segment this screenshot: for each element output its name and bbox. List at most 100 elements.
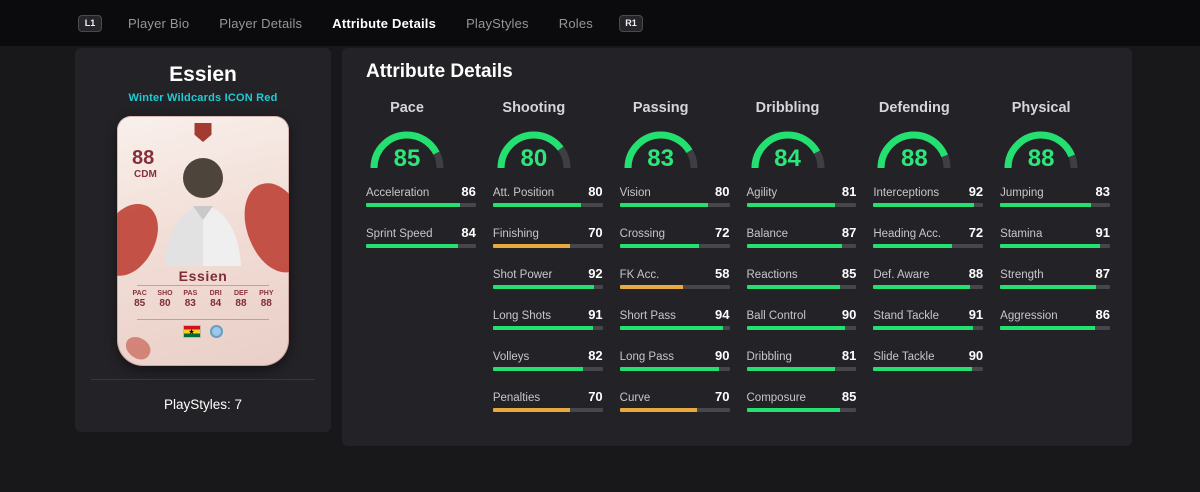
stat-value: 58 [715,266,730,281]
stat-value: 90 [715,348,730,363]
group-gauge: 83 [620,122,702,172]
stat-sprint-speed: Sprint Speed 84 [366,225,476,248]
player-card-type: Winter Wildcards ICON Red [128,92,278,104]
stat-value: 83 [1095,184,1110,199]
stat-bar [492,244,603,248]
stat-label: Volleys [492,351,530,363]
stat-bar [746,367,857,371]
card-stat-sho: SHO 80 [152,290,177,309]
stat-bar [492,203,603,207]
card-stat-value: 83 [184,298,196,309]
group-name: Shooting [502,100,566,116]
group-rating: 85 [393,145,421,172]
card-stat-pas: PAS 83 [178,290,203,309]
stat-bar [492,367,603,371]
stat-balance: Balance 87 [746,225,857,248]
stat-label: Sprint Speed [366,228,433,240]
r1-shoulder-button[interactable]: R1 [619,14,644,32]
stat-bar [366,244,476,248]
stat-long-pass: Long Pass 90 [619,348,730,371]
card-icons [117,325,289,338]
stat-label: Stand Tackle [873,310,939,322]
stat-heading-acc: Heading Acc. 72 [873,225,984,248]
stat-slide-tackle: Slide Tackle 90 [873,348,984,371]
card-stats: PAC 85 SHO 80 PAS 83 DRI 84 DEF 88 PHY 88 [127,290,279,309]
stat-bar [873,285,984,289]
stat-fk-acc: FK Acc. 58 [619,266,730,289]
stat-value: 91 [588,307,603,322]
group-name: Dribbling [755,100,820,116]
stat-label: Interceptions [873,187,940,199]
stat-bar [873,326,984,330]
card-stat-pac: PAC 85 [127,290,152,309]
stat-jumping: Jumping 83 [1000,184,1110,207]
card-player-name: Essien [178,268,228,284]
stat-bar [492,285,603,289]
card-stat-value: 84 [210,298,222,309]
stat-value: 90 [968,348,984,363]
group-gauge: 85 [366,122,448,172]
stat-label: Heading Acc. [873,228,942,240]
stat-bar [619,326,730,330]
group-stats: Att. Position 80 Finishing 70 Shot Power 92 Lo… [492,184,603,412]
stat-bar [619,408,730,412]
stat-value: 87 [1095,266,1110,281]
panel-divider [91,379,315,380]
group-stats: Interceptions 92 Heading Acc. 72 Def. Aware 8… [873,184,984,371]
card-stat-def: DEF 88 [228,290,253,309]
card-stat-value: 88 [235,298,247,309]
tab-roles[interactable]: Roles [558,15,594,31]
stat-short-pass: Short Pass 94 [619,307,730,330]
stat-def-aware: Def. Aware 88 [873,266,984,289]
stat-bar [746,326,857,330]
attribute-group-physical: Physical 88 Jumping 83 Stamina 91 Strength 87 Ag… [1000,100,1110,430]
stat-bar [366,203,476,207]
stat-label: Strength [1000,269,1044,281]
stat-value: 70 [715,389,730,404]
player-photo [145,144,261,266]
stat-reactions: Reactions 85 [746,266,857,289]
stat-bar [1000,203,1110,207]
group-stats: Acceleration 86 Sprint Speed 84 [366,184,476,248]
card-position: CDM [134,169,157,180]
top-nav: L1 Player Bio Player Details Attribute Det… [0,0,1200,46]
stat-label: Reactions [746,269,798,281]
group-stats: Vision 80 Crossing 72 FK Acc. 58 Short Pass 94 L… [619,184,730,412]
l1-shoulder-button[interactable]: L1 [78,14,102,32]
stat-label: Curve [619,392,651,404]
stat-value: 91 [968,307,984,322]
stat-value: 88 [968,266,984,281]
group-name: Physical [1011,100,1071,116]
tab-attribute-details[interactable]: Attribute Details [332,15,437,31]
stat-label: Balance [746,228,789,240]
player-name: Essien [169,63,237,86]
stat-volleys: Volleys 82 [492,348,603,371]
stat-aggression: Aggression 86 [1000,307,1110,330]
tab-player-bio[interactable]: Player Bio [128,15,190,31]
stat-label: Ball Control [746,310,806,322]
stat-bar [619,367,730,371]
tab-playstyles[interactable]: PlayStyles [466,15,529,31]
stat-value: 70 [588,389,603,404]
stat-shot-power: Shot Power 92 [492,266,603,289]
stat-bar [1000,326,1110,330]
stat-value: 86 [461,184,476,199]
attribute-details-panel: Attribute Details Pace 85 Acceleration 86 Sp… [342,48,1132,446]
card-stat-value: 88 [260,298,272,309]
stat-value: 80 [715,184,730,199]
stat-value: 80 [588,184,603,199]
stat-composure: Composure 85 [746,389,857,412]
stat-label: Crossing [619,228,666,240]
stat-label: Shot Power [492,269,553,281]
stat-label: Jumping [1000,187,1044,199]
group-name: Pace [390,100,424,116]
stat-value: 72 [968,225,984,240]
stat-label: Long Shots [492,310,552,322]
player-summary-panel: Essien Winter Wildcards ICON Red 88 CDM … [75,48,331,432]
card-stat-label: PAS [183,290,198,297]
tab-player-details[interactable]: Player Details [219,15,303,31]
player-card-art: 88 CDM Essien PAC 85 SHO 80 PAS 83 DRI 84 DEF 88 P… [117,116,289,366]
card-stat-label: DRI [209,290,222,297]
nav-tabs: Player Bio Player Details Attribute Detail… [128,16,593,31]
card-stat-label: DEF [233,290,248,297]
